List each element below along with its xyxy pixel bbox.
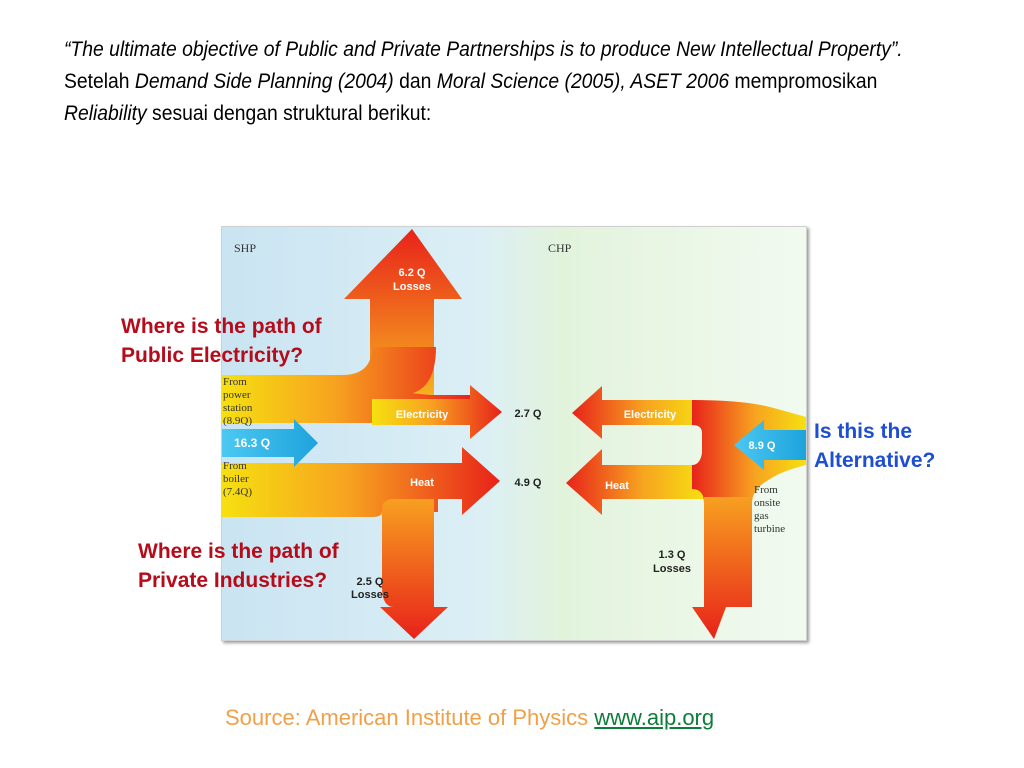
energy-flow-diagram: SHP CHP 6.2 Q Losses From power station … — [221, 226, 807, 641]
from-power-line-3: station — [223, 402, 253, 414]
shp-losses-down-arrow — [380, 499, 448, 639]
intro-quote: “The ultimate objective of Public and Pr… — [64, 38, 903, 61]
question-private-line-1: Where is the path of — [138, 540, 339, 563]
chp-electricity-arrow — [572, 386, 704, 439]
shp-input-value: 16.3 Q — [234, 436, 270, 450]
question-private-line-2: Private Industries? — [138, 569, 328, 592]
energy-flow-svg: SHP CHP 6.2 Q Losses From power station … — [222, 227, 806, 640]
intro-paragraph: “The ultimate objective of Public and Pr… — [64, 34, 910, 130]
question-public-electricity: Where is the path of Public Electricity? — [121, 312, 322, 370]
question-alternative-line-2: Alternative? — [814, 449, 936, 472]
source-link[interactable]: www.aip.org — [594, 705, 715, 730]
question-private-industries: Where is the path of Private Industries? — [138, 537, 339, 595]
chp-heat-label: Heat — [605, 480, 629, 492]
from-onsite-line-1: From — [754, 484, 778, 496]
from-power-station-note: From power station (8.9Q) — [223, 376, 253, 427]
from-onsite-note: From onsite gas turbine — [754, 484, 785, 535]
chp-label: CHP — [548, 241, 572, 255]
chp-input-value: 8.9 Q — [749, 440, 776, 452]
chp-electricity-label: Electricity — [624, 409, 677, 421]
shp-electricity-arrow — [372, 385, 502, 439]
shp-electricity-label: Electricity — [396, 409, 449, 421]
from-onsite-line-3: gas — [754, 510, 769, 522]
intro-moral: Moral Science (2005), ASET 2006 — [436, 70, 730, 93]
intro-text-4: sesuai dengan struktural berikut: — [146, 102, 432, 125]
intro-text-2: dan — [393, 70, 437, 93]
from-power-line-4: (8.9Q) — [223, 415, 252, 427]
intro-reliability: Reliability — [64, 102, 147, 125]
intro-text-3: mempromosikan — [729, 70, 878, 93]
from-onsite-line-4: turbine — [754, 523, 785, 535]
intro-demand: Demand Side Planning (2004) — [134, 70, 394, 93]
chp-heat-arrow — [566, 449, 704, 515]
losses-top-value: 6.2 Q — [399, 267, 426, 279]
from-boiler-note: From boiler (7.4Q) — [223, 460, 252, 498]
shp-input-arrow — [222, 419, 318, 467]
question-public-line-2: Public Electricity? — [121, 344, 304, 367]
heat-value: 4.9 Q — [515, 477, 542, 489]
from-boiler-line-2: boiler — [223, 473, 249, 485]
losses-right-label: Losses — [653, 563, 691, 575]
electricity-value: 2.7 Q — [515, 408, 542, 420]
question-alternative-line-1: Is this the — [814, 420, 913, 443]
from-power-line-2: power — [223, 389, 251, 401]
chp-losses-arrow — [692, 497, 752, 639]
question-alternative: Is this the Alternative? — [814, 417, 935, 475]
losses-top-label: Losses — [393, 281, 431, 293]
shp-label: SHP — [234, 241, 256, 255]
source-text: Source: American Institute of Physics — [225, 705, 595, 730]
shp-heat-label: Heat — [410, 477, 434, 489]
from-power-line-1: From — [223, 376, 247, 388]
source-citation: Source: American Institute of Physics ww… — [225, 705, 714, 731]
losses-left-label: Losses — [351, 589, 389, 601]
from-onsite-line-2: onsite — [754, 497, 780, 509]
from-boiler-line-3: (7.4Q) — [223, 486, 252, 498]
losses-right-value: 1.3 Q — [659, 549, 686, 561]
from-boiler-line-1: From — [223, 460, 247, 472]
chp-input-arrow — [734, 420, 806, 470]
losses-left-value: 2.5 Q — [357, 576, 384, 588]
intro-text-1: Setelah — [64, 70, 135, 93]
question-public-line-1: Where is the path of — [121, 315, 322, 338]
